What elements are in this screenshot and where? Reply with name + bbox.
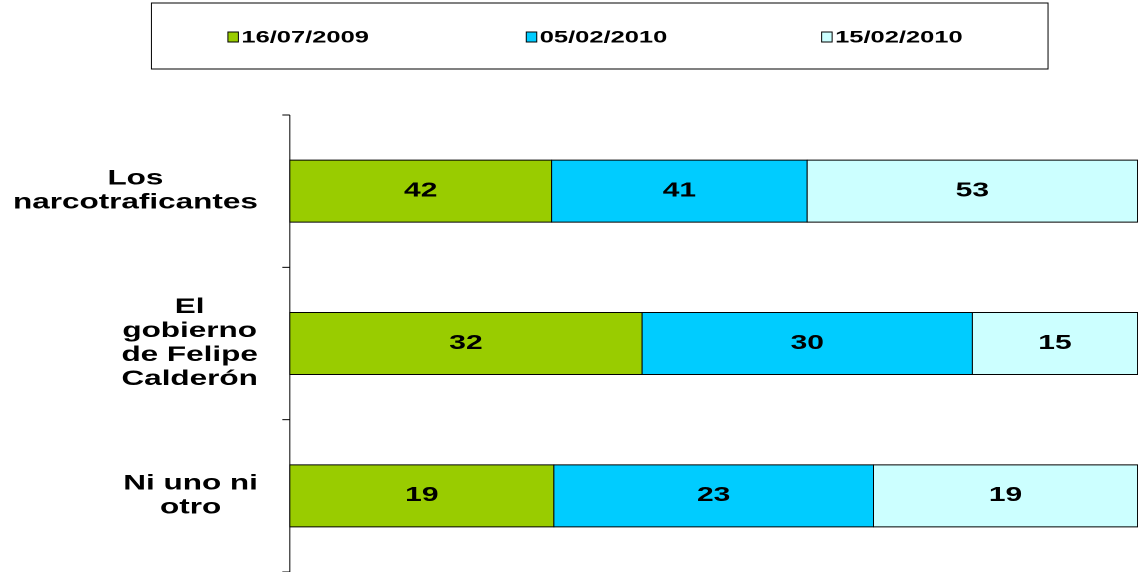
category-label: Ni uno ni otro xyxy=(123,471,258,519)
legend-box xyxy=(151,3,1048,69)
category-label: Los narcotraficantes xyxy=(13,166,258,214)
legend-swatch xyxy=(526,32,536,42)
data-label: 30 xyxy=(791,332,824,354)
bar-segment xyxy=(642,313,972,375)
legend-label: 05/02/2010 xyxy=(540,27,668,47)
bar-segment xyxy=(554,465,874,527)
bar-segment xyxy=(807,160,1137,222)
category-label: El gobierno de Felipe Calderón xyxy=(121,294,257,390)
legend-label: 16/07/2009 xyxy=(241,27,369,47)
data-label: 15 xyxy=(1038,332,1071,354)
data-label: 42 xyxy=(404,179,437,201)
bar-segment xyxy=(290,313,642,375)
data-label: 41 xyxy=(663,179,696,201)
data-label: 23 xyxy=(697,484,730,506)
data-label: 32 xyxy=(449,332,482,354)
bar-segment xyxy=(552,160,808,222)
bar-segment xyxy=(290,160,552,222)
data-label: 53 xyxy=(956,179,989,201)
legend-swatch xyxy=(228,32,238,42)
legend-label: 15/02/2010 xyxy=(835,27,963,47)
legend-swatch xyxy=(822,32,832,42)
bar-segment xyxy=(874,465,1138,527)
data-label: 19 xyxy=(989,484,1022,506)
data-label: 19 xyxy=(405,484,438,506)
